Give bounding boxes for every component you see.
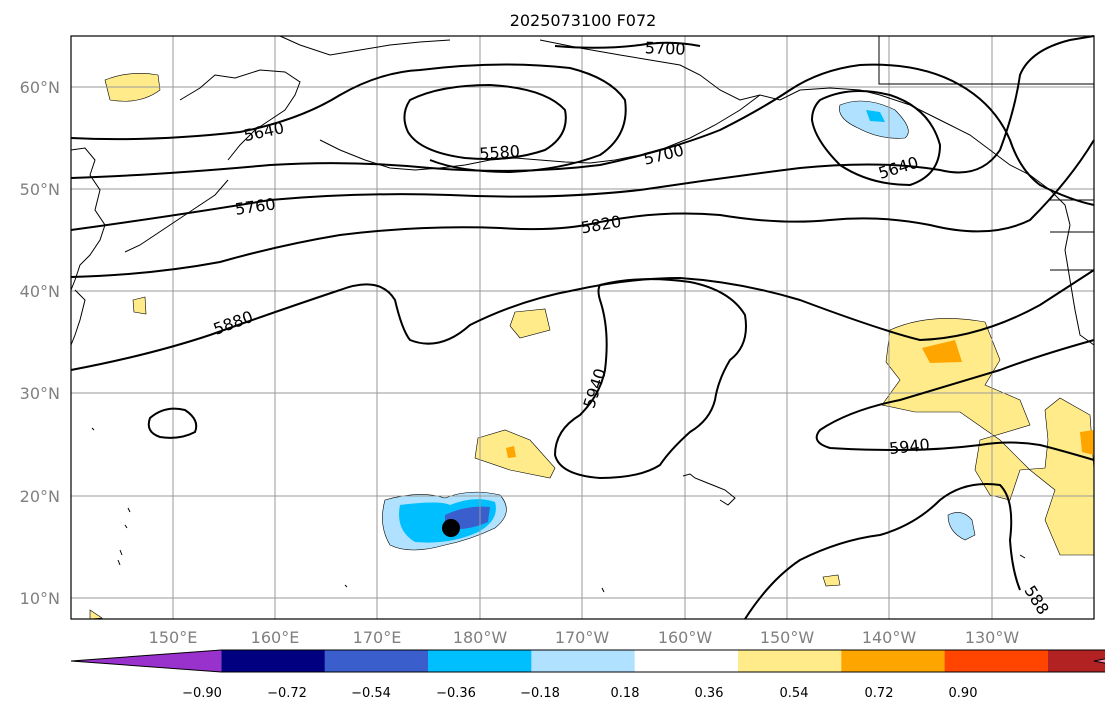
contour-label: 5940 xyxy=(888,435,930,458)
lon-tick-label: 140°W xyxy=(862,628,917,647)
colorbar-outline xyxy=(70,649,1105,673)
lat-tick-label: 30°N xyxy=(20,384,60,403)
colorbar-tick-label: 0.18 xyxy=(611,686,640,701)
positive-anomaly-shading xyxy=(881,318,1095,556)
lat-tick-label: 20°N xyxy=(20,487,60,506)
kamchatka-coastline xyxy=(179,69,301,161)
hawaii-islands xyxy=(682,473,736,506)
lon-tick-label: 150°E xyxy=(149,628,198,647)
lon-axis: 150°E 160°E 170°E 180°W 170°W 160°W 150°… xyxy=(149,628,1020,647)
lat-tick-label: 40°N xyxy=(20,282,60,301)
colorbar-segment xyxy=(944,650,1049,672)
contour-label: 5580 xyxy=(479,142,521,164)
lon-tick-label: 170°E xyxy=(353,628,402,647)
contour-5820 xyxy=(70,139,1095,278)
contour-5700 xyxy=(70,63,1095,206)
colorbar-tick-label: −0.72 xyxy=(267,686,307,701)
positive-anomaly-shading-strong xyxy=(1080,430,1094,455)
contour-5880-south xyxy=(744,483,1021,620)
lat-tick-label: 10°N xyxy=(20,589,60,608)
contour-5940-east xyxy=(815,339,1095,461)
colorbar-tick-label: −0.36 xyxy=(436,686,476,701)
colorbar-segment xyxy=(634,650,739,672)
colorbar-segment xyxy=(324,650,429,672)
lat-tick-label: 60°N xyxy=(20,78,60,97)
contour-5700-north xyxy=(554,41,701,49)
colorbar-tick-label: 0.36 xyxy=(695,686,724,701)
lat-tick-label: 50°N xyxy=(20,180,60,199)
contour-label: 5700 xyxy=(645,38,686,58)
colorbar-ticks: −0.90 −0.72 −0.54 −0.36 −0.18 0.18 0.36 … xyxy=(182,686,977,701)
map-frame xyxy=(70,35,1095,620)
lon-tick-label: 180°W xyxy=(453,628,508,647)
map-panel: 5700 5640 5580 5700 5640 5760 5820 5880 … xyxy=(70,35,1095,620)
lon-tick-label: 170°W xyxy=(555,628,610,647)
negative-anomaly-shading xyxy=(866,110,885,122)
north-america-coastline xyxy=(1064,224,1095,346)
colorbar-tick-label: −0.18 xyxy=(520,686,560,701)
canada-border xyxy=(878,36,1094,85)
bering-coastline xyxy=(279,35,451,56)
positive-anomaly-shading xyxy=(822,574,841,587)
lat-axis: 60°N 50°N 40°N 30°N 20°N 10°N xyxy=(20,78,60,608)
colorbar-segment xyxy=(1048,650,1105,672)
colorbar-segment xyxy=(738,650,842,672)
gridlines xyxy=(71,36,1094,619)
negative-anomaly-shading xyxy=(947,512,976,541)
positive-anomaly-shading-strong xyxy=(506,446,516,458)
lon-tick-label: 130°W xyxy=(965,628,1020,647)
height-contours xyxy=(70,35,1095,620)
us-border xyxy=(1050,231,1094,271)
colorbar-segment xyxy=(531,650,636,672)
positive-anomaly-shading-strong xyxy=(922,340,962,363)
colorbar-tick-label: 0.72 xyxy=(865,686,894,701)
alaska-coastline xyxy=(539,39,1071,226)
kuril-islands xyxy=(124,179,229,253)
lon-tick-label: 160°W xyxy=(658,628,713,647)
colorbar-extend-high xyxy=(1094,658,1105,664)
storm-center-marker xyxy=(442,519,460,537)
contour-5580 xyxy=(403,83,567,160)
alaska-peninsula xyxy=(589,94,761,164)
asia-coastline xyxy=(70,147,106,291)
contour-5640-east xyxy=(810,90,942,187)
lon-tick-label: 150°W xyxy=(760,628,815,647)
colorbar xyxy=(70,649,1105,673)
anomaly-shading xyxy=(89,73,1095,620)
contour-5940 xyxy=(553,278,747,480)
colorbar-segment xyxy=(221,650,326,672)
positive-anomaly-shading xyxy=(509,308,551,339)
colorbar-extend-low xyxy=(71,650,222,672)
contour-5880 xyxy=(70,269,1095,371)
colorbar-tick-label: 0.90 xyxy=(949,686,978,701)
coastlines xyxy=(70,35,1095,593)
small-islands xyxy=(91,427,1026,593)
contour-5760 xyxy=(70,35,1095,231)
colorbar-tick-label: −0.90 xyxy=(182,686,222,701)
japan-coastline xyxy=(70,289,86,346)
map-title: 2025073100 F072 xyxy=(510,11,657,30)
positive-anomaly-shading xyxy=(132,296,147,315)
colorbar-tick-label: 0.54 xyxy=(780,686,809,701)
colorbar-segment xyxy=(841,650,946,672)
lon-tick-label: 160°E xyxy=(251,628,300,647)
contour-5640 xyxy=(70,63,627,174)
colorbar-tick-label: −0.54 xyxy=(351,686,391,701)
colorbar-segment xyxy=(428,650,532,672)
contour-small-5940 xyxy=(147,407,198,439)
